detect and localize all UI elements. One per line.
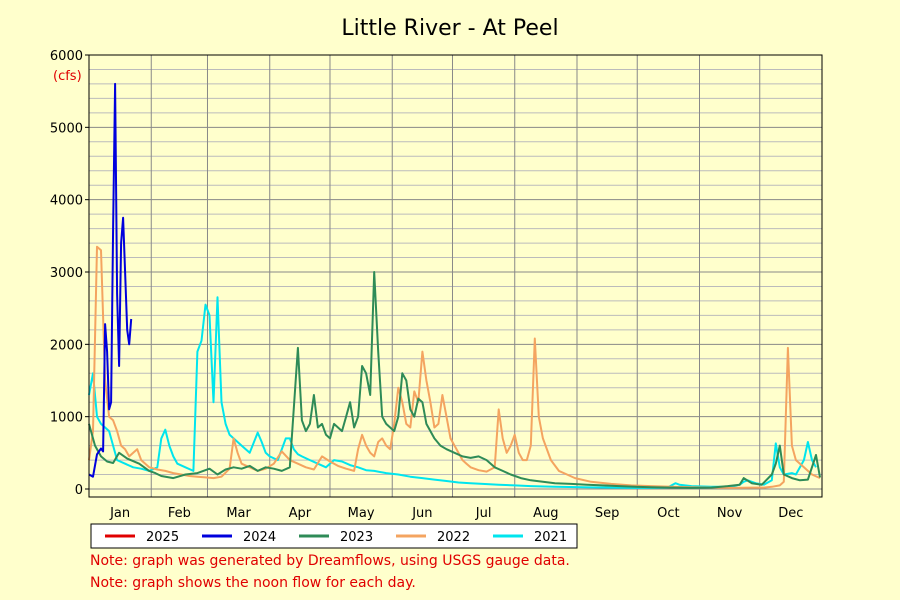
x-tick-label: Oct bbox=[657, 506, 679, 521]
y-tick-label: 2000 bbox=[50, 338, 83, 353]
series-line-2022 bbox=[88, 245, 821, 489]
y-tick-label: 1000 bbox=[50, 411, 83, 426]
series-line-2023 bbox=[88, 271, 821, 489]
x-tick-label: Dec bbox=[778, 506, 803, 521]
legend-label-2023: 2023 bbox=[340, 530, 373, 545]
x-tick-label: Apr bbox=[289, 506, 312, 521]
x-tick-labels: Jan Feb Mar Apr May Jun Jul Aug Sep Oct Nov Dec bbox=[109, 506, 803, 521]
x-tick-label: Sep bbox=[595, 506, 620, 521]
x-tick-label: Jun bbox=[411, 506, 432, 521]
x-tick-label: Nov bbox=[717, 506, 743, 521]
legend-label-2025: 2025 bbox=[146, 530, 179, 545]
x-tick-label: Jul bbox=[475, 506, 492, 521]
x-tick-label: Feb bbox=[168, 506, 191, 521]
y-tick-labels: 0 1000 2000 3000 4000 5000 6000 bbox=[50, 49, 89, 498]
y-tick-label: 4000 bbox=[50, 194, 83, 209]
legend-label-2024: 2024 bbox=[243, 530, 276, 545]
legend-label-2021: 2021 bbox=[534, 530, 567, 545]
note-noon-flow: Note: graph shows the noon flow for each… bbox=[90, 575, 416, 591]
y-tick-label: 5000 bbox=[50, 121, 83, 136]
legend: 2025 2024 2023 2022 2021 bbox=[90, 523, 578, 549]
grid bbox=[89, 54, 822, 497]
x-tick-label: Aug bbox=[533, 506, 558, 521]
legend-label-2022: 2022 bbox=[437, 530, 470, 545]
x-tick-label: Mar bbox=[226, 506, 251, 521]
x-tick-label: May bbox=[348, 506, 375, 521]
y-tick-label: 0 bbox=[75, 483, 83, 498]
series-lines bbox=[88, 82, 821, 489]
y-axis-unit: (cfs) bbox=[53, 69, 82, 84]
plot-frame bbox=[88, 54, 823, 498]
note-source: Note: graph was generated by Dreamflows,… bbox=[90, 553, 570, 569]
y-tick-label: 3000 bbox=[50, 266, 83, 281]
chart-title: Little River - At Peel bbox=[341, 16, 558, 41]
y-tick-label: 6000 bbox=[50, 49, 83, 64]
series-line-2024 bbox=[88, 82, 133, 478]
x-tick-label: Jan bbox=[109, 506, 130, 521]
